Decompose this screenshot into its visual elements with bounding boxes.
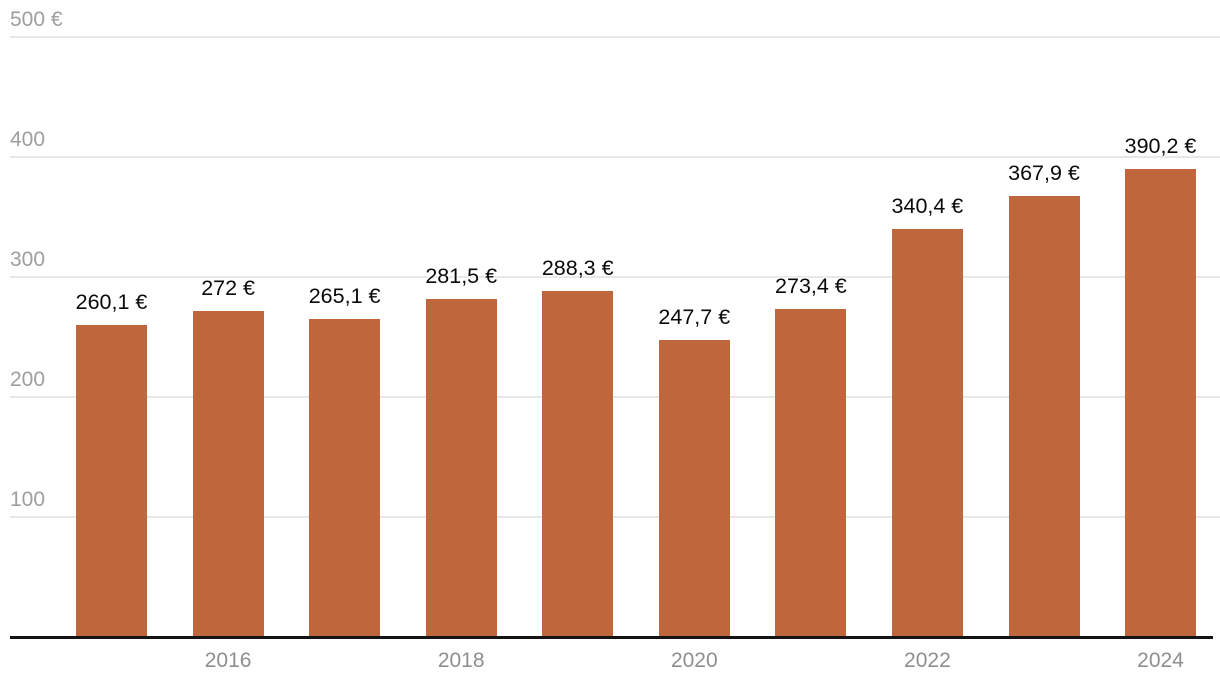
bar-value-label-2020: 247,7 €	[658, 304, 731, 329]
bar-value-label-2015: 260,1 €	[75, 289, 148, 314]
bar-value-label-2024: 390,2 €	[1124, 133, 1197, 158]
y-axis-tick-label: 300	[10, 248, 46, 272]
bar-2016	[192, 310, 264, 637]
bar-value-label-2023: 367,9 €	[1008, 160, 1080, 185]
bar-2021	[775, 309, 847, 637]
gridline-100	[10, 516, 1220, 519]
x-axis-line	[10, 636, 1213, 639]
x-axis-tick-label-2024: 2024	[1137, 649, 1184, 672]
gridline-400	[10, 156, 1220, 159]
bar-2023	[1008, 195, 1080, 637]
bar-value-label-2022: 340,4 €	[891, 193, 964, 218]
y-axis-tick-label: 200	[10, 368, 46, 392]
y-axis-tick-label: 500 €	[10, 8, 63, 32]
gridline-200	[10, 396, 1220, 399]
bar-value-label-2016: 272 €	[201, 275, 255, 300]
x-axis-tick-label-2022: 2022	[904, 649, 951, 672]
x-axis-tick-label-2016: 2016	[204, 649, 252, 672]
bar-2020	[658, 339, 730, 637]
y-axis-tick-label: 100	[10, 488, 46, 512]
bar-2017	[309, 319, 381, 637]
x-axis-tick-label-2018: 2018	[437, 649, 485, 672]
bar-2024	[1125, 168, 1196, 637]
gridline-300	[10, 276, 1220, 279]
bar-value-label-2019: 288,3 €	[541, 256, 614, 281]
bar-2018	[425, 299, 497, 637]
bar-2019	[542, 291, 614, 637]
bar-value-label-2017: 265,1 €	[308, 283, 381, 308]
bar-value-label-2021: 273,4 €	[775, 274, 847, 299]
y-axis-tick-label: 400	[10, 128, 46, 152]
x-axis-tick-label-2020: 2020	[670, 649, 718, 672]
bar-value-label-2018: 281,5 €	[425, 264, 498, 289]
bar-2015	[76, 325, 147, 637]
bar-2022	[891, 228, 963, 637]
gridline-500	[10, 36, 1220, 39]
